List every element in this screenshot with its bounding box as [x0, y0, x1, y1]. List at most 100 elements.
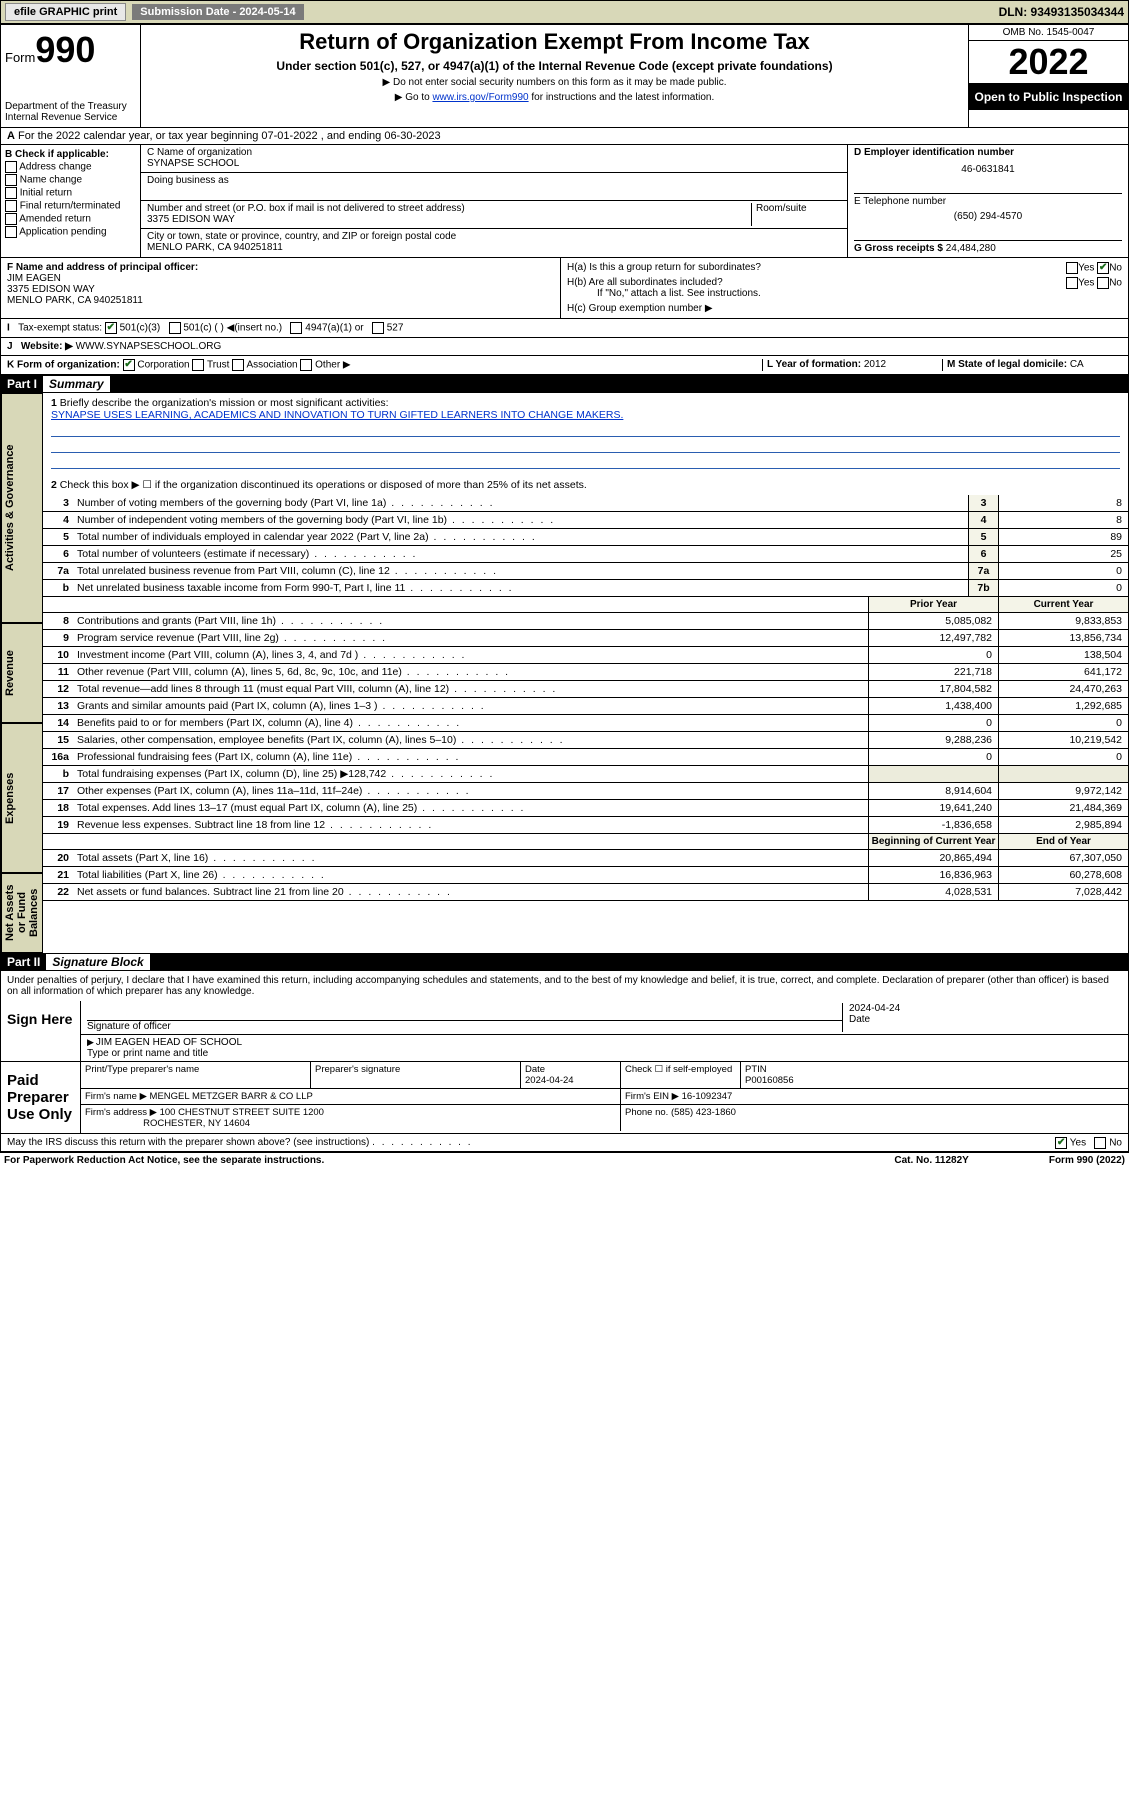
prep-name-label: Print/Type preparer's name — [81, 1062, 311, 1088]
discuss-row: May the IRS discuss this return with the… — [1, 1134, 1128, 1152]
line2: 2 Check this box ▶ ☐ if the organization… — [43, 475, 1128, 495]
line1-mission: 1 Briefly describe the organization's mi… — [43, 393, 1128, 475]
year-header-2: Beginning of Current YearEnd of Year — [43, 834, 1128, 850]
hc-label: H(c) Group exemption number ▶ — [567, 303, 1122, 314]
summary-line-21: 21Total liabilities (Part X, line 26)16,… — [43, 867, 1128, 884]
firm-addr: 100 CHESTNUT STREET SUITE 1200 — [160, 1107, 324, 1118]
city-state-zip: MENLO PARK, CA 940251811 — [147, 242, 841, 253]
chk-amended[interactable]: Amended return — [5, 213, 136, 225]
paperwork-notice: For Paperwork Reduction Act Notice, see … — [4, 1155, 324, 1166]
open-inspection: Open to Public Inspection — [969, 84, 1128, 110]
sig-date: 2024-04-24 — [849, 1003, 1122, 1014]
summary-line-5: 5Total number of individuals employed in… — [43, 529, 1128, 546]
discuss-yes — [1055, 1137, 1067, 1149]
chk-app-pending[interactable]: Application pending — [5, 226, 136, 238]
summary-line-14: 14Benefits paid to or for members (Part … — [43, 715, 1128, 732]
firm-phone: (585) 423-1860 — [671, 1107, 736, 1118]
summary-line-7b: bNet unrelated business taxable income f… — [43, 580, 1128, 597]
summary-line-12: 12Total revenue—add lines 8 through 11 (… — [43, 681, 1128, 698]
form-num: 990 — [35, 29, 95, 70]
tab-revenue: Revenue — [1, 623, 43, 723]
firm-ein: 16-1092347 — [682, 1091, 733, 1102]
ein-label: D Employer identification number — [854, 147, 1014, 158]
dln: DLN: 93493135034344 — [999, 5, 1124, 19]
box-d-e-g: D Employer identification number 46-0631… — [848, 145, 1128, 257]
box-c: C Name of organization SYNAPSE SCHOOL Do… — [141, 145, 848, 257]
phone-label: E Telephone number — [854, 196, 1122, 207]
summary-line-9: 9Program service revenue (Part VIII, lin… — [43, 630, 1128, 647]
date-label: Date — [849, 1014, 870, 1025]
mission-text[interactable]: SYNAPSE USES LEARNING, ACADEMICS AND INN… — [51, 409, 623, 421]
tab-expenses: Expenses — [1, 723, 43, 873]
hb-note: If "No," attach a list. See instructions… — [597, 288, 1122, 299]
summary-line-15: 15Salaries, other compensation, employee… — [43, 732, 1128, 749]
chk-name-change[interactable]: Name change — [5, 174, 136, 186]
summary-line-17: 17Other expenses (Part IX, column (A), l… — [43, 783, 1128, 800]
street-address: 3375 EDISON WAY — [147, 214, 751, 225]
tab-activities: Activities & Governance — [1, 393, 43, 623]
chk-501c3 — [105, 322, 117, 334]
dept-treasury: Department of the Treasury Internal Reve… — [5, 101, 136, 123]
chk-initial-return[interactable]: Initial return — [5, 187, 136, 199]
irs-link[interactable]: www.irs.gov/Form990 — [432, 92, 528, 103]
submission-date: Submission Date - 2024-05-14 — [132, 4, 303, 20]
footer: For Paperwork Reduction Act Notice, see … — [0, 1153, 1129, 1168]
tax-period: A For the 2022 calendar year, or tax yea… — [1, 128, 1128, 145]
org-name: SYNAPSE SCHOOL — [147, 158, 841, 169]
penalty-text: Under penalties of perjury, I declare th… — [1, 971, 1128, 1001]
paid-preparer-label: Paid Preparer Use Only — [1, 1062, 81, 1133]
part2-bar: Part IISignature Block — [1, 953, 1128, 971]
summary-line-8: 8Contributions and grants (Part VIII, li… — [43, 613, 1128, 630]
summary-line-20: 20Total assets (Part X, line 16)20,865,4… — [43, 850, 1128, 867]
website: WWW.SYNAPSESCHOOL.ORG — [76, 341, 222, 352]
prep-date: 2024-04-24 — [525, 1075, 574, 1086]
gross-label: G Gross receipts $ — [854, 243, 943, 254]
officer-addr1: 3375 EDISON WAY — [7, 284, 95, 295]
form-title: Return of Organization Exempt From Incom… — [151, 29, 958, 55]
type-name-label: Type or print name and title — [87, 1048, 208, 1059]
form-990: Form990 Department of the Treasury Inter… — [0, 24, 1129, 1153]
firm-city: ROCHESTER, NY 14604 — [143, 1118, 250, 1129]
summary-line-19: 19Revenue less expenses. Subtract line 1… — [43, 817, 1128, 834]
state-domicile: CA — [1070, 359, 1084, 370]
tax-year: 2022 — [969, 41, 1128, 84]
officer-sig-name: JIM EAGEN HEAD OF SCHOOL — [87, 1037, 1122, 1048]
summary-line-10: 10Investment income (Part VIII, column (… — [43, 647, 1128, 664]
summary-line-22: 22Net assets or fund balances. Subtract … — [43, 884, 1128, 901]
chk-corp — [123, 359, 135, 371]
part1-bar: Part ISummary — [1, 375, 1128, 393]
chk-address-change[interactable]: Address change — [5, 161, 136, 173]
sig-officer-label: Signature of officer — [87, 1021, 171, 1032]
tab-netassets: Net Assets or Fund Balances — [1, 873, 43, 953]
form-subtitle: Under section 501(c), 527, or 4947(a)(1)… — [151, 59, 958, 73]
cat-no: Cat. No. 11282Y — [894, 1155, 968, 1166]
box-i: I Tax-exempt status: 501(c)(3) 501(c) ( … — [1, 319, 1128, 338]
officer-name: JIM EAGEN — [7, 273, 61, 284]
goto-note: ▶ Go to www.irs.gov/Form990 for instruct… — [151, 92, 958, 103]
sign-here-label: Sign Here — [1, 1001, 81, 1061]
form-word: Form — [5, 50, 35, 65]
summary-line-16a: 16aProfessional fundraising fees (Part I… — [43, 749, 1128, 766]
summary-line-b: bTotal fundraising expenses (Part IX, co… — [43, 766, 1128, 783]
hb-label: H(b) Are all subordinates included? — [567, 277, 723, 288]
summary-line-3: 3Number of voting members of the governi… — [43, 495, 1128, 512]
ptin: P00160856 — [745, 1075, 794, 1086]
summary-line-7a: 7aTotal unrelated business revenue from … — [43, 563, 1128, 580]
box-klm: K Form of organization: Corporation Trus… — [1, 356, 1128, 375]
addr-label: Number and street (or P.O. box if mail i… — [147, 203, 751, 214]
year-header-1: Prior YearCurrent Year — [43, 597, 1128, 613]
dba-label: Doing business as — [147, 175, 841, 186]
ha-no-check — [1097, 262, 1109, 274]
chk-final-return[interactable]: Final return/terminated — [5, 200, 136, 212]
summary-line-18: 18Total expenses. Add lines 13–17 (must … — [43, 800, 1128, 817]
ssn-note: ▶ Do not enter social security numbers o… — [151, 77, 958, 88]
box-h: H(a) Is this a group return for subordin… — [561, 258, 1128, 318]
box-b: B Check if applicable: Address change Na… — [1, 145, 141, 257]
officer-label: F Name and address of principal officer: — [7, 262, 198, 273]
gross-receipts: 24,484,280 — [946, 243, 996, 254]
prep-sig-label: Preparer's signature — [311, 1062, 521, 1088]
summary-line-13: 13Grants and similar amounts paid (Part … — [43, 698, 1128, 715]
phone: (650) 294-4570 — [854, 211, 1122, 222]
summary-line-11: 11Other revenue (Part VIII, column (A), … — [43, 664, 1128, 681]
efile-print-button[interactable]: efile GRAPHIC print — [5, 3, 126, 21]
